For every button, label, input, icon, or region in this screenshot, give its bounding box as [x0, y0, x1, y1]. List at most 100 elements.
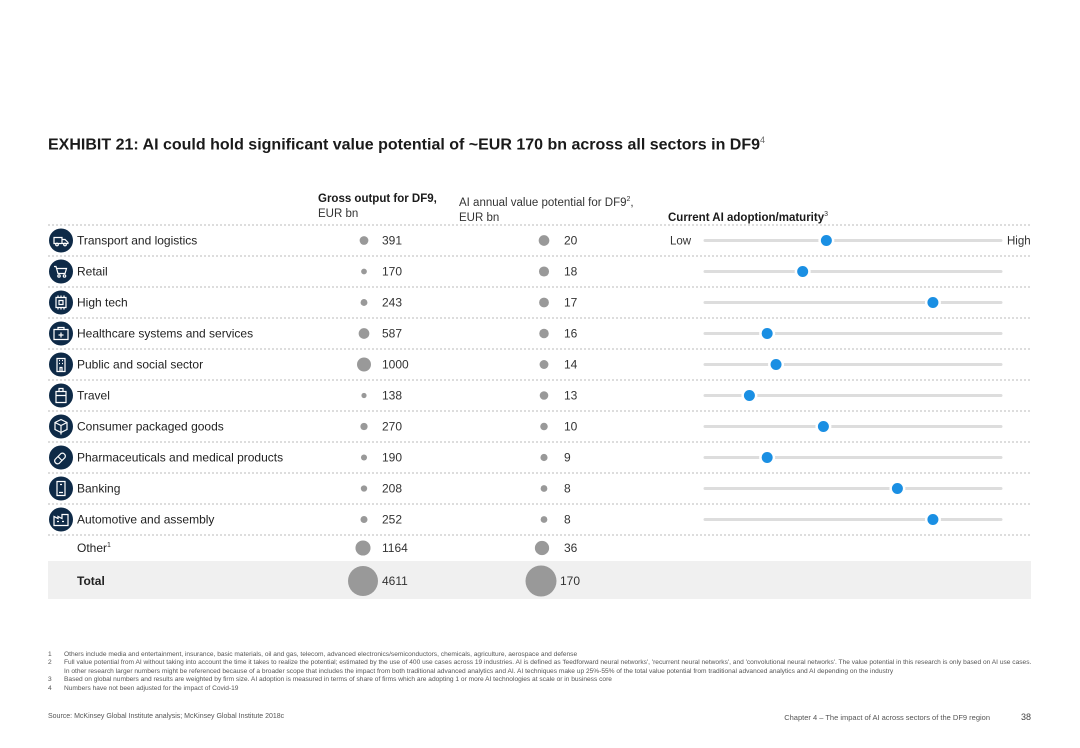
adoption-dot [820, 235, 832, 246]
adoption-header-title: Current AI adoption/maturity [668, 211, 825, 224]
sector-row [48, 507, 1031, 536]
gross-output-value: 243 [382, 296, 402, 310]
ai-value-value: 9 [564, 451, 571, 465]
footnote-4: 4 Numbers have not been adjusted for the … [48, 685, 1038, 693]
adoption-dot [891, 483, 903, 494]
gross-output-bubble [360, 485, 368, 492]
truck-icon-glyph [53, 236, 69, 245]
total-label: Total [77, 574, 105, 588]
sector-label: Retail [77, 265, 108, 279]
cart-icon-glyph [62, 274, 67, 278]
gross-output-value: 587 [382, 327, 402, 341]
truck-icon-glyph [63, 242, 67, 247]
adoption-dot [761, 328, 773, 339]
sector-row [48, 445, 1031, 474]
cart-icon-glyph [54, 265, 68, 275]
gross-output-bubble [360, 299, 368, 306]
ai-value-value: 16 [564, 327, 578, 341]
chapter-label: Chapter 4 – The impact of AI across sect… [784, 713, 990, 722]
ai-value-value: 17 [564, 296, 578, 310]
ai-value-bubble [539, 391, 549, 400]
gross-output-value: 190 [382, 451, 402, 465]
ai-value-bubble [539, 328, 549, 339]
car-factory-icon-glyph [53, 513, 69, 527]
adoption-dot [817, 421, 829, 432]
footnote-text: Full value potential from AI without tak… [64, 659, 1032, 675]
ai-value-bubble [538, 266, 550, 277]
other-footnote-marker: 1 [107, 542, 111, 549]
gross-output-bubble [361, 392, 367, 399]
medical-kit-icon-glyph [53, 326, 69, 341]
adoption-dot [797, 266, 809, 277]
ai-value-value: 13 [564, 389, 578, 403]
ai-value-header-suffix: , [630, 196, 634, 209]
ai-value-header: AI annual value potential for DF92, EUR … [459, 192, 634, 226]
chip-icon-badge [49, 290, 73, 315]
building-icon [49, 352, 73, 377]
medical-kit-icon [49, 321, 73, 346]
truck-icon [49, 228, 73, 253]
ai-value-bubble [539, 360, 549, 369]
ai-value-bubble [540, 485, 548, 492]
ai-value-value: 20 [564, 234, 578, 248]
gross-output-value: 4611 [382, 574, 408, 588]
cart-icon [49, 259, 73, 284]
ai-value-bubble [540, 516, 548, 523]
package-icon-glyph [54, 418, 68, 435]
gross-output-bubble [361, 268, 367, 275]
building-icon-badge [49, 352, 73, 377]
ai-value-value: 18 [564, 265, 578, 279]
adoption-header: Current AI adoption/maturity3 [668, 207, 828, 226]
ai-value-header-footnote-marker: 2 [626, 196, 631, 203]
footnotes: 1 Others include media and entertainment,… [48, 651, 1038, 693]
total-row [348, 565, 557, 597]
footnote-text: Numbers have not been adjusted for the i… [64, 684, 239, 692]
car-factory-icon-badge [49, 507, 73, 532]
adoption-high-label: High [1007, 236, 1031, 248]
sector-label: High tech [77, 296, 128, 310]
gross-output-bubble [348, 566, 378, 596]
footnote-2: 2 Full value potential from AI without ta… [48, 659, 1038, 676]
adoption-dot [770, 359, 782, 370]
ai-value-value: 170 [560, 574, 580, 588]
truck-icon-badge [49, 228, 73, 253]
bank-card-icon-glyph [56, 480, 66, 497]
adoption-dot [761, 452, 773, 463]
footnote-number: 3 [48, 676, 52, 684]
sector-row [48, 228, 1031, 257]
footnote-number: 2 [48, 659, 52, 667]
bank-card-icon [49, 476, 73, 501]
adoption-dot [927, 297, 939, 308]
footnote-text: Based on global numbers and results are … [64, 676, 612, 684]
page-number: 38 [1020, 712, 1031, 722]
ai-value-value: 8 [564, 513, 571, 527]
chip-icon [49, 290, 73, 315]
sector-label: Consumer packaged goods [77, 420, 224, 434]
bank-card-icon-badge [49, 476, 73, 501]
building-icon-glyph [56, 357, 66, 373]
gross-output-value: 391 [382, 234, 402, 248]
exhibit-title-footnote-marker: 4 [760, 135, 766, 145]
exhibit-title-text: EXHIBIT 21: AI could hold significant va… [48, 136, 761, 154]
footnote-1: 1 Others include media and entertainment,… [48, 651, 1038, 659]
ai-value-value: 14 [564, 358, 578, 372]
ai-value-bubble [540, 422, 548, 431]
adoption-dot [927, 514, 939, 525]
ai-value-bubble [538, 235, 550, 246]
gross-output-bubble [357, 357, 371, 372]
gross-output-bubble [360, 515, 368, 524]
ai-value-bubble [525, 565, 557, 597]
footnote-number: 1 [48, 651, 52, 658]
adoption-low-label: Low [670, 236, 692, 248]
sector-row [48, 259, 1031, 288]
sector-row [48, 414, 1031, 443]
chip-icon-glyph [55, 295, 67, 310]
sector-label: Public and social sector [77, 358, 203, 372]
sector-label: Healthcare systems and services [77, 327, 253, 341]
gross-output-bubble [358, 328, 370, 339]
cart-icon-glyph [57, 274, 61, 278]
sector-label: Travel [77, 389, 110, 403]
gross-output-bubble [360, 454, 368, 461]
footnote-text: Others include media and entertainment, … [64, 651, 578, 658]
luggage-icon [49, 383, 73, 408]
